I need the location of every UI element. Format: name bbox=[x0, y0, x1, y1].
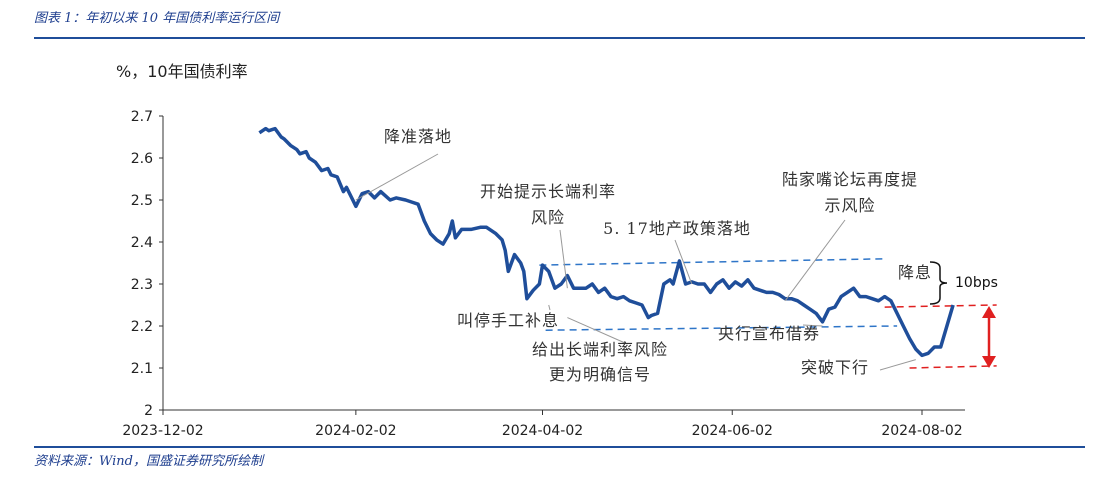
red-arrowhead-up bbox=[982, 306, 996, 318]
yield-series-line bbox=[258, 126, 955, 358]
axes: 2 2.1 2.2 2.3 2.4 2.5 2.6 2.7 2023-12-02 2024-02-… bbox=[122, 109, 965, 439]
y-tick-label: 2.3 bbox=[131, 277, 153, 293]
y-axis-title: %，10年国债利率 bbox=[116, 62, 248, 81]
reference-lines bbox=[539, 258, 997, 369]
annotation-text: 风险 bbox=[531, 208, 565, 227]
x-tick-label: 2024-02-02 bbox=[315, 423, 396, 439]
x-tick-label: 2024-08-02 bbox=[881, 423, 962, 439]
y-tick-label: 2.5 bbox=[131, 193, 153, 209]
y-tick-label: 2.1 bbox=[131, 361, 153, 377]
annotation-leader bbox=[674, 239, 693, 285]
annotation-text: 陆家嘴论坛再度提 bbox=[782, 170, 918, 189]
annotation-leader bbox=[548, 304, 551, 311]
y-tick-label: 2.7 bbox=[131, 109, 153, 125]
y-tick-label: 2.6 bbox=[131, 151, 153, 167]
annotation-text: 叫停手工补息 bbox=[457, 311, 559, 330]
annotation-leader bbox=[355, 153, 439, 201]
annotation-leader bbox=[879, 359, 916, 371]
y-tick-label: 2.2 bbox=[131, 319, 153, 335]
bracket-10bps bbox=[929, 261, 948, 305]
figure-caption: 图表 1：年初以来 10 年国债利率运行区间 bbox=[34, 11, 280, 26]
y-tick-label: 2.4 bbox=[131, 235, 153, 251]
dashed-reference-line bbox=[884, 304, 997, 308]
x-tick-label: 2023-12-02 bbox=[122, 423, 203, 439]
y-tick-label: 2 bbox=[144, 403, 153, 419]
annotation-leader bbox=[567, 317, 626, 344]
annotation-text: 5. 17地产政策落地 bbox=[603, 219, 751, 238]
annotation-leader bbox=[559, 229, 568, 289]
annotation-text: 开始提示长端利率 bbox=[480, 182, 616, 201]
annotation-leader bbox=[784, 219, 846, 302]
dashed-reference-line bbox=[909, 365, 997, 369]
dashed-reference-line bbox=[545, 325, 898, 331]
annotation-text: 示风险 bbox=[824, 196, 875, 215]
x-tick-label: 2024-06-02 bbox=[692, 423, 773, 439]
source-note: 资料来源：Wind，国盛证券研究所绘制 bbox=[34, 454, 263, 469]
annotation-text: 给出长端利率风险 bbox=[532, 340, 668, 359]
red-arrowhead-down bbox=[982, 356, 996, 368]
annotation-text: 降息 bbox=[898, 263, 932, 282]
annotation-text: 更为明确信号 bbox=[549, 365, 651, 384]
series-layer bbox=[258, 126, 955, 358]
annotation-text: 突破下行 bbox=[801, 358, 869, 377]
top-rule bbox=[34, 37, 1085, 39]
dashed-reference-line bbox=[539, 258, 885, 266]
x-tick-label: 2024-04-02 bbox=[502, 423, 583, 439]
annotation-text: 10bps bbox=[955, 275, 998, 291]
bottom-rule bbox=[34, 446, 1085, 448]
annotation-leader bbox=[802, 324, 823, 327]
annotation-text: 降准落地 bbox=[384, 127, 452, 146]
annotation-text: 央行宣布借券 bbox=[718, 324, 820, 343]
